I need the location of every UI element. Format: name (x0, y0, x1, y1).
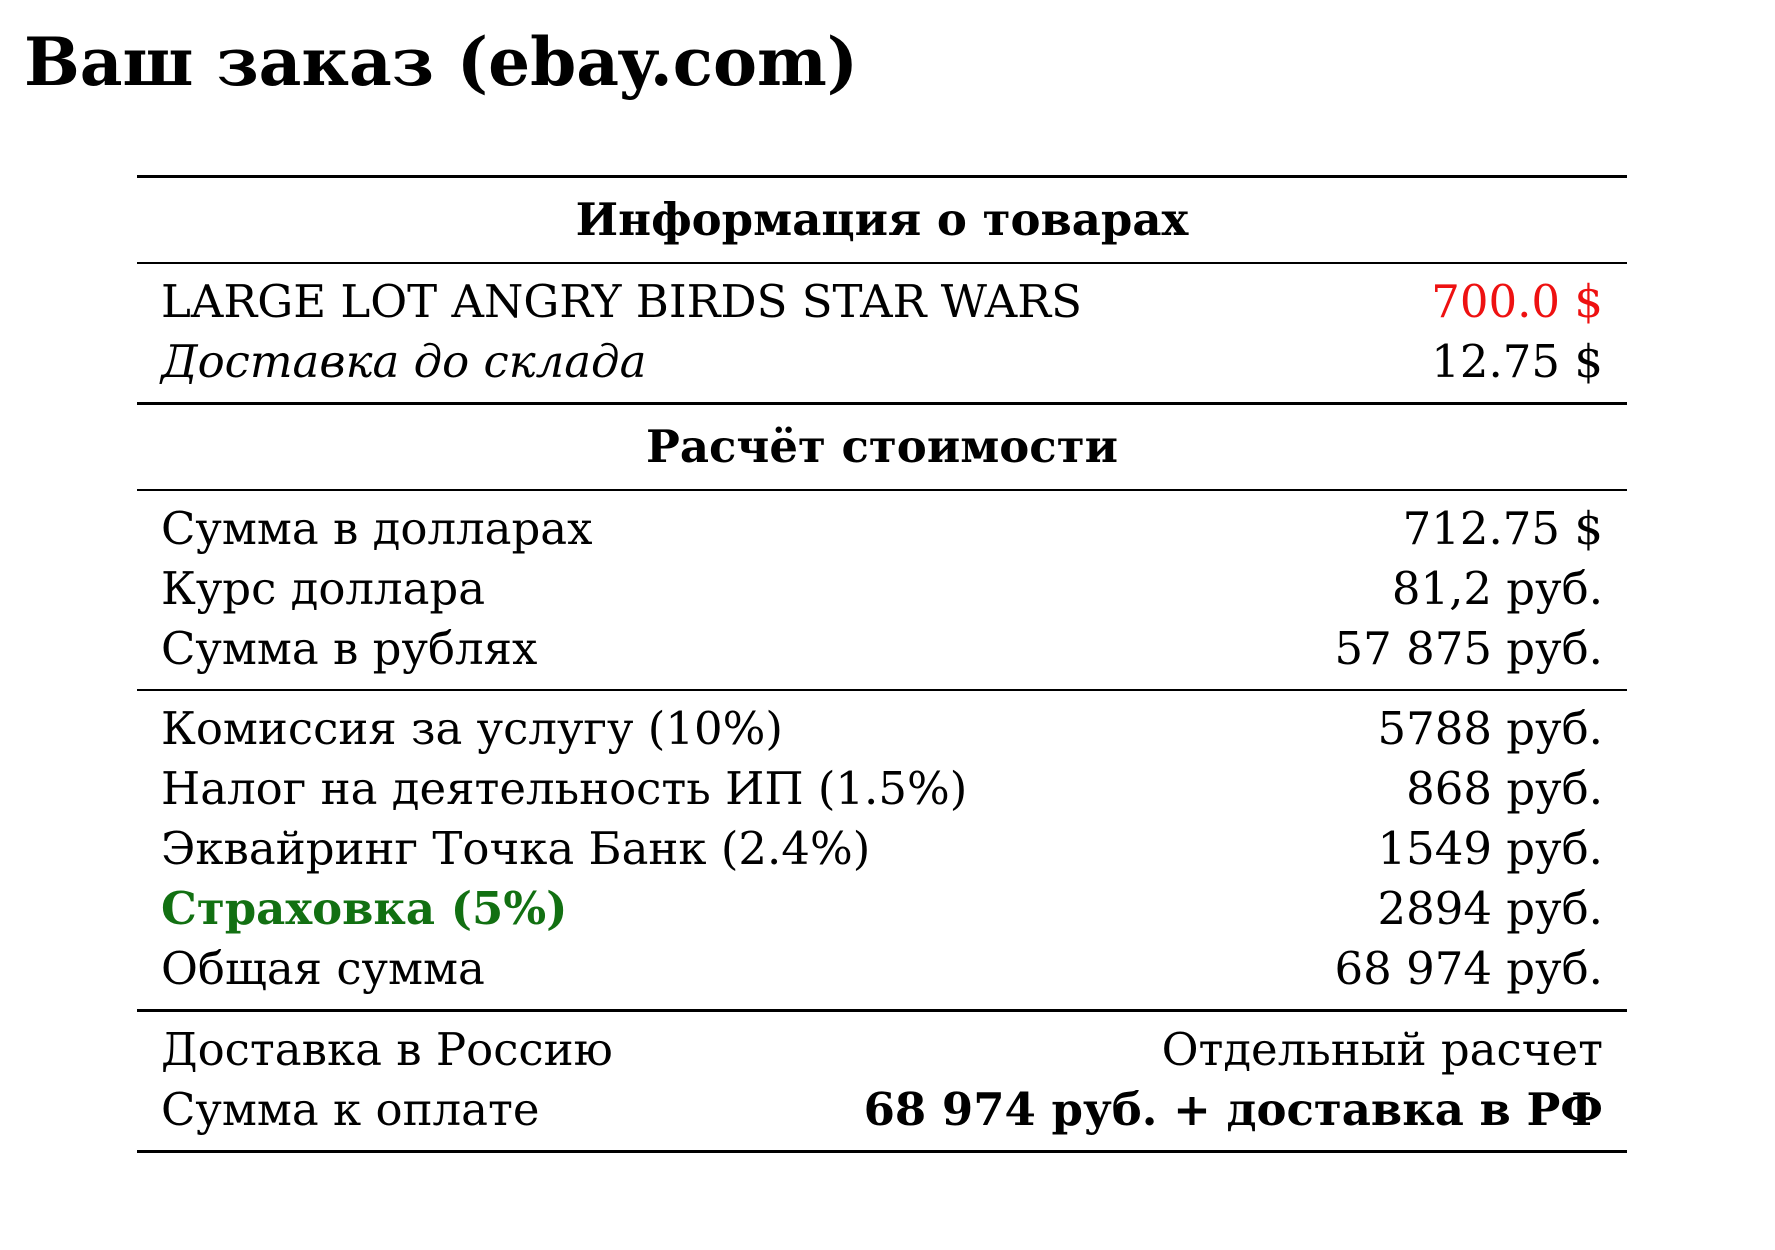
total-value: 68 974 руб. (1334, 942, 1603, 995)
fee-row: Эквайринг Точка Банк (2.4%) 1549 руб. (137, 819, 1627, 879)
insurance-value: 2894 руб. (1377, 882, 1603, 935)
payable-row: Сумма к оплате 68 974 руб. + доставка в … (137, 1080, 1627, 1140)
fee-value: 5788 руб. (1377, 702, 1603, 755)
fee-label: Налог на деятельность ИП (1.5%) (161, 762, 968, 815)
table-top-rule (137, 175, 1627, 178)
fee-value: 1549 руб. (1377, 822, 1603, 875)
table-bottom-rule (137, 1150, 1627, 1153)
total-label: Общая сумма (161, 942, 485, 995)
warehouse-shipping-label: Доставка до склада (161, 335, 647, 388)
conversion-value: 57 875 руб. (1334, 622, 1603, 675)
conversion-row: Сумма в долларах 712.75 $ (137, 499, 1627, 559)
delivery-russia-label: Доставка в Россию (161, 1023, 613, 1076)
calculation-header-rule (137, 489, 1627, 491)
payable-label: Сумма к оплате (161, 1083, 540, 1136)
summary-top-rule (137, 1009, 1627, 1012)
fee-row: Комиссия за услугу (10%) 5788 руб. (137, 699, 1627, 759)
delivery-russia-row: Доставка в Россию Отдельный расчет (137, 1020, 1627, 1080)
conversion-bottom-rule (137, 689, 1627, 691)
delivery-russia-value: Отдельный расчет (1161, 1023, 1603, 1076)
order-table: Информация о товарах LARGE LOT ANGRY BIR… (137, 175, 1627, 1153)
insurance-row: Страховка (5%) 2894 руб. (137, 879, 1627, 939)
products-block: LARGE LOT ANGRY BIRDS STAR WARS 700.0 $ … (137, 264, 1627, 402)
conversion-row: Сумма в рублях 57 875 руб. (137, 619, 1627, 679)
product-price: 700.0 $ (1431, 275, 1603, 328)
insurance-label: Страховка (5%) (161, 882, 568, 935)
page-title: Ваш заказ (ebay.com) (24, 23, 859, 101)
fees-block: Комиссия за услугу (10%) 5788 руб. Налог… (137, 691, 1627, 1009)
conversion-value: 81,2 руб. (1391, 562, 1603, 615)
conversion-label: Сумма в рублях (161, 622, 538, 675)
fee-label: Эквайринг Точка Банк (2.4%) (161, 822, 871, 875)
warehouse-shipping-row: Доставка до склада 12.75 $ (137, 332, 1627, 392)
fee-value: 868 руб. (1406, 762, 1603, 815)
calculation-top-rule (137, 402, 1627, 405)
summary-block: Доставка в Россию Отдельный расчет Сумма… (137, 1012, 1627, 1150)
conversion-value: 712.75 $ (1402, 502, 1603, 555)
conversion-label: Сумма в долларах (161, 502, 593, 555)
products-header-rule (137, 262, 1627, 264)
product-name: LARGE LOT ANGRY BIRDS STAR WARS (161, 275, 1083, 328)
fee-label: Комиссия за услугу (10%) (161, 702, 783, 755)
fee-row: Налог на деятельность ИП (1.5%) 868 руб. (137, 759, 1627, 819)
conversion-label: Курс доллара (161, 562, 486, 615)
payable-value: 68 974 руб. + доставка в РФ (863, 1083, 1603, 1136)
calculation-section-header: Расчёт стоимости (646, 420, 1118, 473)
total-row: Общая сумма 68 974 руб. (137, 939, 1627, 999)
products-section-header: Информация о товарах (575, 193, 1189, 246)
conversion-block: Сумма в долларах 712.75 $ Курс доллара 8… (137, 491, 1627, 689)
warehouse-shipping-value: 12.75 $ (1431, 335, 1603, 388)
product-row: LARGE LOT ANGRY BIRDS STAR WARS 700.0 $ (137, 272, 1627, 332)
conversion-row: Курс доллара 81,2 руб. (137, 559, 1627, 619)
